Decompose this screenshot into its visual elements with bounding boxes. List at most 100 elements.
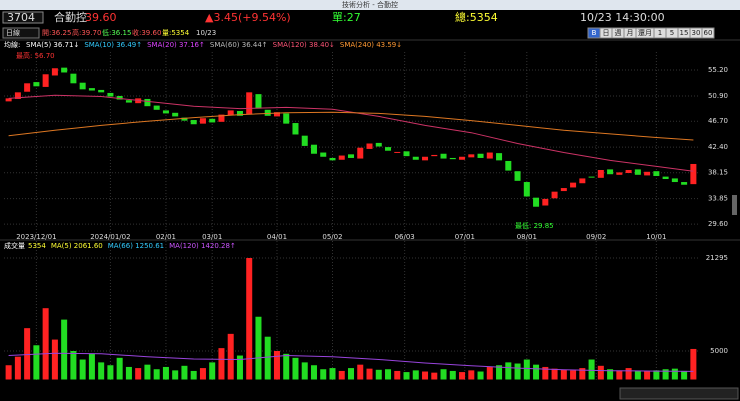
candle	[88, 88, 95, 91]
legend-entry: SMA(240) 43.59↓	[340, 41, 402, 49]
y-tick-label: 42.40	[708, 143, 728, 151]
candle	[412, 156, 419, 160]
volume-bar	[496, 365, 503, 380]
volume-bar	[616, 370, 623, 380]
legend-entry: SMA(60) 36.44↑	[210, 41, 268, 49]
period-button-label: B	[592, 29, 597, 37]
volume-bar	[625, 368, 632, 380]
x-tick-label: 04/01	[267, 233, 287, 241]
volume-bar	[5, 365, 12, 380]
volume-bar	[125, 366, 132, 380]
candle	[347, 154, 355, 158]
candle	[533, 197, 540, 207]
volume-bar	[412, 370, 419, 380]
period-button-label: 月	[627, 29, 634, 37]
legend-entry: 5354	[28, 242, 46, 250]
candle	[5, 98, 12, 102]
candle	[403, 151, 410, 157]
candle	[24, 83, 31, 92]
candle	[292, 123, 299, 135]
quote-date: 10/23	[196, 29, 216, 37]
annotation-high: 最高: 56.70	[16, 51, 55, 60]
period-select[interactable]	[2, 27, 40, 39]
volume-bar	[459, 372, 466, 380]
price: 39.60	[85, 11, 117, 24]
candle	[14, 92, 21, 99]
volume-bar	[634, 370, 641, 380]
candle	[246, 92, 253, 115]
candle	[181, 117, 188, 121]
x-tick-label: 07/01	[455, 233, 475, 241]
candle	[486, 152, 493, 159]
volume-bar	[209, 362, 216, 380]
candle	[385, 147, 392, 151]
candle	[459, 156, 466, 160]
candle	[523, 182, 530, 197]
volume-bar	[88, 353, 95, 380]
candle	[551, 191, 558, 199]
candle	[366, 143, 373, 149]
candle	[255, 94, 262, 109]
candle	[588, 176, 595, 178]
candle	[477, 153, 484, 158]
candle	[431, 154, 438, 157]
candle	[79, 82, 86, 90]
volume-bar	[116, 357, 123, 380]
volume-bar	[533, 364, 540, 380]
candle	[653, 171, 660, 177]
candle	[190, 120, 197, 125]
volume-bar	[42, 308, 49, 380]
candle	[301, 135, 308, 146]
period-button[interactable]	[701, 27, 715, 39]
window-title: 技術分析 - 合勤控	[342, 0, 398, 9]
volume-bar	[236, 355, 243, 380]
candle	[440, 153, 447, 159]
legend-entry: MA(120) 1420.28↑	[169, 242, 236, 250]
y-tick-label: 21295	[706, 254, 728, 262]
x-tick-label: 03/01	[202, 233, 222, 241]
title-bar	[0, 0, 740, 10]
candle	[61, 67, 68, 73]
scrollbar[interactable]	[732, 195, 737, 215]
candle	[625, 169, 632, 174]
legend-entry: MA(5) 2061.60	[51, 242, 103, 250]
candle	[607, 169, 614, 175]
volume-bar	[301, 362, 308, 380]
volume-bar	[477, 371, 484, 380]
candle	[375, 142, 382, 147]
volume-bar	[79, 359, 86, 380]
x-tick-label: 06/03	[395, 233, 415, 241]
x-tick-label: 10/01	[646, 233, 666, 241]
candle	[218, 114, 225, 122]
symbol-input[interactable]	[2, 11, 44, 24]
candle	[357, 147, 364, 159]
candle	[394, 151, 401, 153]
volume-bar	[505, 362, 512, 380]
volume-bar	[597, 365, 604, 380]
volume-bar	[551, 368, 558, 380]
volume-bar	[431, 372, 438, 380]
x-tick-label: 2024/01/02	[90, 233, 130, 241]
volume-bar	[320, 369, 327, 380]
volume-bar	[190, 370, 197, 380]
quote-close: 收:39.60	[132, 28, 161, 37]
volume-bar	[172, 370, 179, 380]
candle	[560, 188, 567, 192]
annotation-low: 最低: 29.85	[515, 221, 554, 230]
volume-bar	[375, 369, 382, 380]
volume-bar	[24, 328, 31, 380]
candle	[153, 105, 160, 110]
legend-entry: SMA(5) 36.71↓	[26, 41, 79, 49]
candle	[98, 89, 105, 93]
volume-bar	[468, 370, 475, 380]
candle	[449, 157, 456, 160]
volume-bar	[199, 368, 206, 380]
candle	[310, 144, 317, 154]
volume-bar	[385, 369, 392, 380]
stock-name: 合勤控	[54, 10, 87, 24]
y-tick-label: 5000	[710, 347, 728, 355]
moving-average-line	[8, 111, 694, 141]
volume-bar	[422, 371, 429, 380]
candle	[422, 156, 429, 161]
